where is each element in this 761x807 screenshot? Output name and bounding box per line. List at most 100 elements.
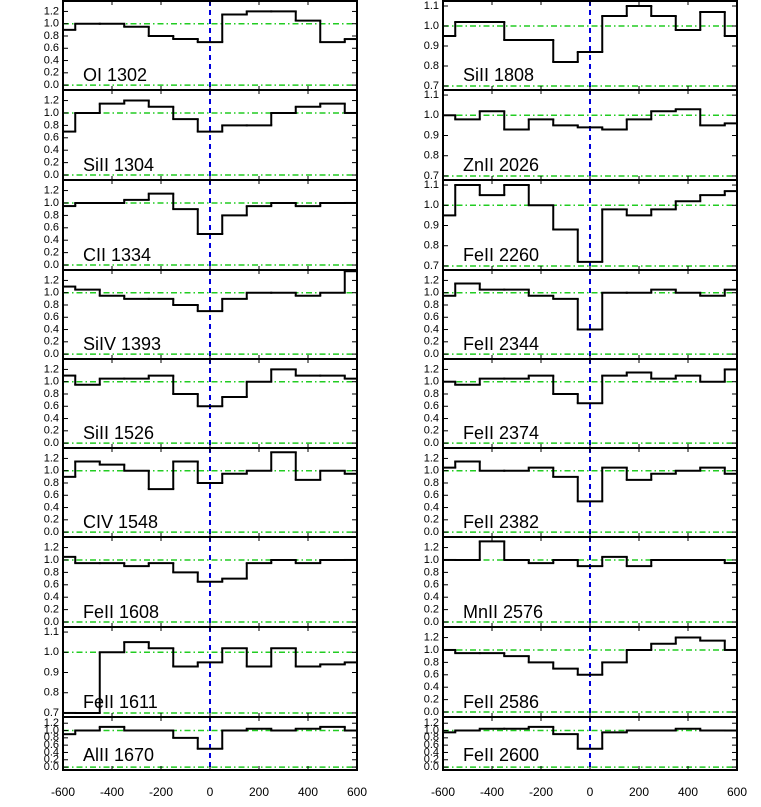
x-tick-label: 0: [207, 785, 214, 799]
panel-frame: [442, 716, 738, 771]
panel-frame: [62, 716, 358, 771]
x-tick-label: -600: [51, 785, 75, 799]
y-tick-label: 0.2: [424, 754, 439, 766]
y-tick-label: 0.6: [44, 132, 59, 144]
y-tick-label: 0.0: [424, 526, 439, 538]
y-tick-label: 1.0: [424, 20, 439, 32]
x-tick-label: -200: [529, 785, 553, 799]
y-tick-label: 1.1: [424, 89, 439, 101]
y-tick-label: 0.0: [44, 761, 59, 773]
y-tick-label: 0.2: [424, 514, 439, 526]
y-tick-label: 0.8: [424, 388, 439, 400]
panel-label: FeII 2586: [463, 692, 539, 712]
y-tick-label: 0.8: [44, 566, 59, 578]
y-tick-label: 0.4: [424, 501, 439, 513]
y-tick-label: 0.4: [44, 412, 59, 424]
panel: 0.7 0.8 0.9 1.0 1.1 SiII 1808: [424, 0, 738, 92]
x-tick-label: 600: [347, 785, 367, 799]
y-tick-label: 0.0: [44, 348, 59, 360]
panel: 0.00.20.40.60.81.01.2 CIV 1548: [44, 447, 358, 538]
y-tick-label: 0.6: [44, 222, 59, 234]
y-tick-label: 0.8: [44, 30, 59, 42]
panel: 0.00.20.40.60.81.01.2 FeII 1608: [44, 536, 358, 628]
y-tick-label: 1.0: [44, 18, 59, 30]
y-tick-label: 0.6: [44, 42, 59, 54]
y-tick-label: 1.2: [424, 452, 439, 464]
y-tick-label: 0.8: [424, 150, 439, 162]
y-tick-label: 0.8: [44, 119, 59, 131]
panel-label: FeII 1611: [83, 692, 158, 712]
y-tick-label: 0.0: [424, 761, 439, 773]
y-tick-label: 0.0: [424, 616, 439, 628]
y-tick-label: 0.2: [424, 336, 439, 348]
panel: 0.7 0.8 0.9 1.0 1.1 FeII 2260: [424, 179, 738, 272]
x-tick-label: -400: [480, 785, 504, 799]
y-tick-label: 0.0: [44, 79, 59, 91]
panel-label: OI 1302: [83, 65, 147, 85]
x-tick-label: 0: [587, 785, 594, 799]
y-tick-label: 0.2: [424, 604, 439, 616]
y-tick-label: 0.0: [424, 437, 439, 449]
y-tick-label: 0.4: [44, 54, 59, 66]
y-tick-label: 1.0: [44, 376, 59, 388]
y-tick-label: 1.2: [424, 717, 439, 729]
y-tick-label: 0.7: [44, 707, 59, 719]
panel: 0.00.20.40.60.81.01.2 FeII 2586: [424, 626, 738, 718]
x-tick-label: -200: [149, 785, 173, 799]
y-tick-label: 0.8: [44, 299, 59, 311]
y-tick-label: 0.2: [44, 247, 59, 259]
y-tick-label: 0.8: [424, 299, 439, 311]
y-tick-label: 0.4: [44, 144, 59, 156]
y-tick-label: 1.2: [44, 5, 59, 17]
y-tick-label: 0.6: [44, 579, 59, 591]
panel: 0.00.20.40.60.81.01.2 FeII 2374: [424, 358, 738, 449]
panel-label: MnII 2576: [463, 602, 543, 622]
y-tick-label: 0.6: [424, 739, 439, 751]
y-tick-label: 0.2: [424, 425, 439, 437]
panel-label: CIV 1548: [83, 512, 158, 532]
y-tick-label: 1.0: [44, 197, 59, 209]
panel: 0.00.20.40.60.81.01.2 FeII 2344: [424, 269, 738, 360]
y-tick-label: 0.0: [424, 706, 439, 718]
x-tick-label: 400: [298, 785, 318, 799]
panel-label: FeII 2260: [463, 245, 539, 265]
y-tick-label: 0.4: [424, 681, 439, 693]
panel: 0.00.20.40.60.81.01.2 SiII 1526: [44, 358, 358, 449]
panel-label: FeII 2382: [463, 512, 539, 532]
y-tick-label: 0.4: [44, 323, 59, 335]
y-tick-label: 0.0: [424, 348, 439, 360]
panel: 0.00.20.40.60.81.01.2 AlII 1670: [44, 716, 358, 773]
y-tick-label: 1.0: [44, 465, 59, 477]
x-tick-label: -400: [100, 785, 124, 799]
y-tick-label: 0.9: [424, 219, 439, 231]
x-tick-label: 200: [629, 785, 649, 799]
panel-label: FeII 1608: [83, 602, 159, 622]
y-tick-label: 0.8: [44, 388, 59, 400]
y-tick-label: 0.6: [44, 311, 59, 323]
y-tick-label: 0.6: [44, 489, 59, 501]
panel-label: FeII 2374: [463, 423, 539, 443]
y-tick-label: 0.8: [424, 732, 439, 744]
y-tick-label: 1.0: [424, 376, 439, 388]
y-tick-label: 1.0: [424, 199, 439, 211]
panel-label: SiIV 1393: [83, 334, 161, 354]
x-tick-label: -600: [431, 785, 455, 799]
y-tick-label: 0.7: [424, 260, 439, 272]
y-tick-label: 1.1: [424, 179, 439, 191]
y-tick-label: 0.4: [424, 746, 439, 758]
y-tick-label: 0.2: [44, 754, 59, 766]
y-tick-label: 1.2: [424, 541, 439, 553]
y-tick-label: 1.2: [424, 274, 439, 286]
panel: 0.7 0.8 0.9 1.0 1.1 ZnII 2026: [424, 89, 738, 182]
y-tick-label: 1.0: [44, 287, 59, 299]
y-tick-label: 0.4: [424, 591, 439, 603]
x-tick-label: 200: [249, 785, 269, 799]
y-tick-label: 0.8: [44, 209, 59, 221]
y-tick-label: 0.4: [44, 746, 59, 758]
y-tick-label: 0.6: [44, 739, 59, 751]
y-tick-label: 1.0: [44, 554, 59, 566]
y-tick-label: 0.2: [44, 67, 59, 79]
y-tick-label: 1.2: [44, 274, 59, 286]
panel: 0.00.20.40.60.81.01.2 SiIV 1393: [44, 269, 358, 360]
y-tick-label: 0.7: [424, 170, 439, 182]
